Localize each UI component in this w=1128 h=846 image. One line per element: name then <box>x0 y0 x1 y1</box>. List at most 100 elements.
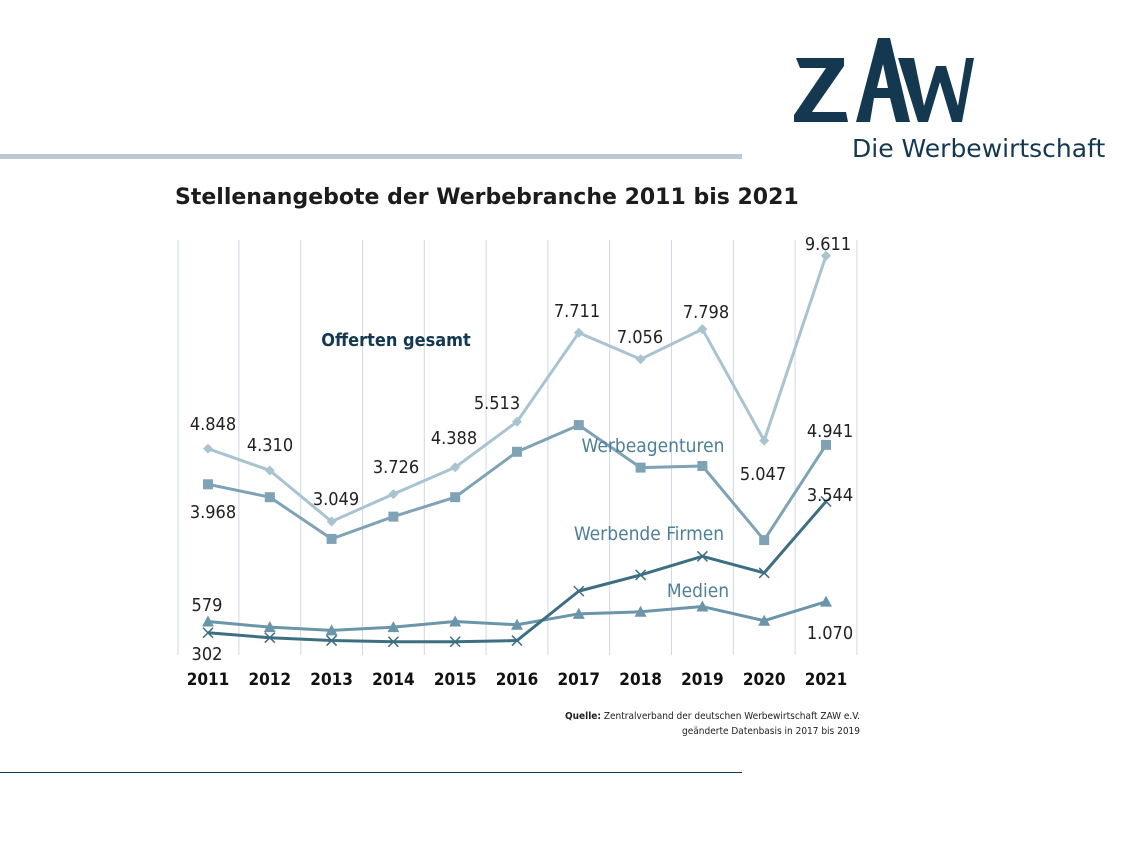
header-divider <box>0 154 742 159</box>
data-point-agenturen <box>264 492 275 503</box>
data-point-firmen <box>449 636 461 648</box>
data-point-gesamt <box>697 324 708 335</box>
data-point-gesamt <box>573 327 584 338</box>
data-label: 5.513 <box>474 393 520 414</box>
data-point-stroke <box>449 636 461 648</box>
x-tick-label: 2012 <box>249 670 292 690</box>
data-point-firmen <box>696 550 708 562</box>
data-label: 3.968 <box>190 502 236 523</box>
series-markers <box>202 250 832 648</box>
x-tick-label: 2015 <box>434 670 477 690</box>
x-tick-label: 2016 <box>496 670 539 690</box>
source-label: Quelle: <box>564 711 601 722</box>
x-tick-label: 2013 <box>310 670 353 690</box>
x-tick-label: 2018 <box>619 670 662 690</box>
data-point-medien <box>202 615 214 627</box>
data-point-agenturen <box>759 535 770 546</box>
data-label: 7.711 <box>554 301 600 322</box>
data-point-medien <box>572 607 585 619</box>
data-point-firmen <box>758 567 770 579</box>
data-point-stroke <box>758 567 770 579</box>
data-point-firmen <box>635 569 647 581</box>
data-point-medien <box>263 621 276 633</box>
series-names: Offerten gesamt Werbeagenturen Werbende Fi… <box>321 330 729 602</box>
data-point-gesamt <box>326 516 337 527</box>
data-label: 4.848 <box>190 414 236 435</box>
data-point-agenturen <box>821 439 831 450</box>
x-tick-label: 2020 <box>743 670 786 690</box>
data-point-medien <box>387 621 400 633</box>
data-point-gesamt <box>203 443 213 454</box>
x-tick-label: 2011 <box>187 670 230 690</box>
source-note: Quelle: Zentralverband der deutschen Wer… <box>470 709 860 739</box>
data-point-gesamt <box>388 489 399 500</box>
data-labels: 4.848 4.310 3.049 3.726 4.388 5.513 7.711 7.056… <box>190 234 853 665</box>
source-text: Zentralverband der deutschen Werbewirtsc… <box>603 711 860 722</box>
x-tick-label: 2019 <box>681 670 724 690</box>
data-point-medien <box>758 614 771 626</box>
data-label: 579 <box>192 595 223 616</box>
data-label: 4.310 <box>247 435 293 456</box>
data-point-stroke <box>387 636 399 648</box>
series-name-gesamt: Offerten gesamt <box>321 330 471 351</box>
footer-divider <box>0 772 742 773</box>
data-label: 302 <box>192 644 223 665</box>
data-point-gesamt <box>450 462 461 473</box>
data-point-stroke <box>511 635 523 647</box>
zaw-logo-mark <box>794 38 974 122</box>
data-label: 7.798 <box>683 302 729 323</box>
data-point-agenturen <box>450 492 461 503</box>
data-point-agenturen <box>573 420 584 431</box>
data-label: 9.611 <box>805 234 851 255</box>
data-point-medien <box>325 624 338 636</box>
series-name-firmen: Werbende Firmen <box>574 523 724 545</box>
data-point-medien <box>511 618 523 630</box>
data-point-stroke <box>635 569 647 581</box>
data-point-agenturen <box>697 460 708 471</box>
data-label: 4.941 <box>807 421 853 442</box>
data-point-medien <box>820 595 832 607</box>
x-axis-ticks: 2011 2012 2013 2014 2015 2016 2017 2018 2019 2020… <box>187 670 848 690</box>
data-point-gesamt <box>759 435 770 446</box>
data-label: 3.049 <box>313 489 359 510</box>
series-name-agenturen: Werbeagenturen <box>582 435 725 457</box>
data-point-gesamt <box>635 354 646 365</box>
data-label: 4.388 <box>431 428 477 449</box>
data-point-gesamt <box>821 250 831 261</box>
chart-title: Stellenangebote der Werbebranche 2011 bi… <box>175 185 799 210</box>
data-point-agenturen <box>326 533 337 544</box>
x-tick-label: 2021 <box>805 670 848 690</box>
data-point-firmen <box>511 635 523 647</box>
source-footnote: geänderte Datenbasis in 2017 bis 2019 <box>682 726 860 737</box>
data-point-agenturen <box>203 479 213 490</box>
zaw-logo: Die Werbewirtschaft <box>790 30 1105 170</box>
x-tick-label: 2017 <box>558 670 601 690</box>
logo-subtitle: Die Werbewirtschaft <box>852 134 1106 163</box>
data-point-medien <box>634 605 647 617</box>
data-point-gesamt <box>264 465 275 476</box>
data-point-medien <box>449 615 462 627</box>
data-point-gesamt <box>512 416 522 427</box>
data-point-firmen <box>264 632 276 644</box>
data-point-agenturen <box>635 462 646 473</box>
x-tick-label: 2014 <box>372 670 415 690</box>
series-name-medien: Medien <box>667 580 729 602</box>
data-point-stroke <box>820 495 832 507</box>
data-point-firmen <box>326 635 338 647</box>
data-point-stroke <box>696 550 708 562</box>
data-point-firmen <box>202 627 214 639</box>
data-label: 3.726 <box>373 457 419 478</box>
data-point-firmen <box>573 585 585 597</box>
data-label: 7.056 <box>617 327 663 348</box>
data-label: 1.070 <box>807 623 853 644</box>
data-point-agenturen <box>512 446 522 457</box>
data-point-stroke <box>202 627 214 639</box>
data-point-medien <box>696 600 709 612</box>
data-label: 5.047 <box>740 464 786 485</box>
data-label: 3.544 <box>807 485 853 506</box>
data-point-agenturen <box>388 511 399 522</box>
data-point-stroke <box>573 585 585 597</box>
grid-lines <box>177 240 858 655</box>
data-point-stroke <box>264 632 276 644</box>
